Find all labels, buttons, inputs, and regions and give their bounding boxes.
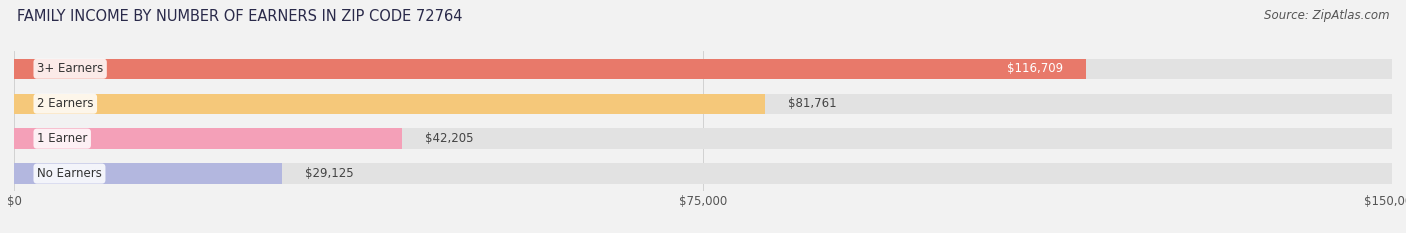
Bar [14, 59, 1085, 79]
Bar [14, 59, 1392, 79]
Text: No Earners: No Earners [37, 167, 101, 180]
Text: $42,205: $42,205 [425, 132, 474, 145]
Bar [14, 129, 1392, 149]
Bar [14, 93, 1392, 114]
Bar [14, 164, 281, 184]
Text: $29,125: $29,125 [305, 167, 353, 180]
Text: $116,709: $116,709 [1007, 62, 1063, 75]
Text: 1 Earner: 1 Earner [37, 132, 87, 145]
Text: 2 Earners: 2 Earners [37, 97, 94, 110]
Text: FAMILY INCOME BY NUMBER OF EARNERS IN ZIP CODE 72764: FAMILY INCOME BY NUMBER OF EARNERS IN ZI… [17, 9, 463, 24]
Text: Source: ZipAtlas.com: Source: ZipAtlas.com [1264, 9, 1389, 22]
Bar [14, 129, 402, 149]
Bar [14, 93, 765, 114]
Bar [14, 164, 1392, 184]
Text: $81,761: $81,761 [789, 97, 837, 110]
Text: 3+ Earners: 3+ Earners [37, 62, 103, 75]
